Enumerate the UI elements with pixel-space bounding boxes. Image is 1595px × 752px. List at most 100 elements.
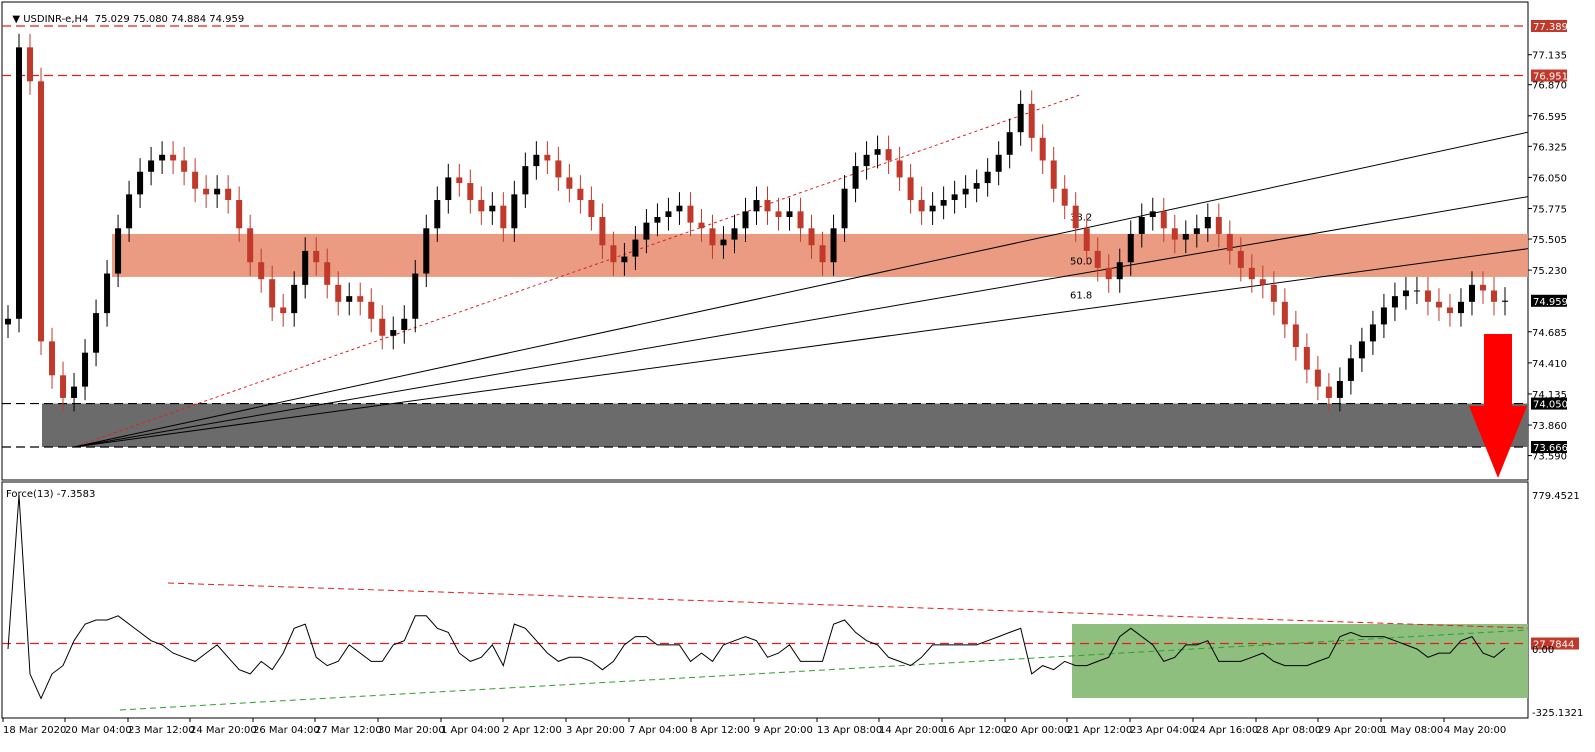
candle-body [1050, 160, 1057, 189]
candle-body [1502, 300, 1508, 302]
candle-body [731, 228, 738, 240]
candle-body [1127, 233, 1134, 263]
price-marker-box [1531, 441, 1567, 453]
candle-body [654, 216, 661, 223]
candle-body [808, 228, 815, 246]
price-marker-label: 77.389 [1533, 22, 1568, 33]
candle-body [126, 194, 133, 229]
time-tick-label: 8 Apr 12:00 [691, 725, 750, 736]
collapse-triangle-icon[interactable]: ▼ [12, 14, 24, 25]
candle-body [918, 200, 925, 212]
candle-body [1490, 290, 1497, 302]
price-marker-box [1531, 397, 1567, 410]
time-tick-label: 24 Mar 20:00 [190, 725, 257, 736]
candle-body [302, 250, 309, 285]
candle-body [390, 330, 397, 336]
candle-body [1083, 228, 1090, 251]
candle-body [1171, 228, 1178, 240]
candle-body [632, 239, 639, 257]
candle-body [566, 177, 573, 189]
force-tick-label: 779.4521 [1532, 491, 1580, 502]
candle-body [1061, 188, 1068, 206]
candle-body [665, 211, 672, 217]
candle-body [489, 205, 496, 212]
symbol-header: ▼ USDINR-e,H4 75.029 75.080 74.884 74.95… [6, 3, 244, 25]
candle-body [610, 245, 617, 263]
candle-body [1391, 296, 1398, 308]
indicator-pane-frame [1, 481, 1529, 719]
candle-body [456, 177, 463, 184]
candle-body [1303, 347, 1310, 370]
candle-body [1226, 233, 1233, 251]
candle-body [1380, 307, 1387, 325]
candle-body [555, 160, 562, 178]
time-tick-label: 24 Apr 16:00 [1193, 725, 1258, 736]
candle-body [973, 183, 980, 189]
candle-body [1204, 216, 1211, 229]
bearish-arrow-icon [1469, 334, 1527, 478]
candle-body [467, 183, 474, 201]
candle-body [687, 205, 694, 223]
fib-label-2: 61.8 [1070, 290, 1092, 301]
candle-body [335, 284, 342, 302]
time-tick-label: 20 Mar 04:00 [65, 725, 132, 736]
candle-body [170, 154, 177, 161]
time-tick-label: 30 Mar 20:00 [378, 725, 445, 736]
candle-body [863, 154, 870, 167]
candle-body [775, 211, 782, 217]
candle-body [797, 211, 804, 229]
price-tick-label: 73.590 [1532, 452, 1567, 463]
candle-body [104, 273, 111, 314]
candle-body [82, 352, 89, 387]
candle-body [1457, 301, 1464, 314]
candle-body [1215, 216, 1222, 234]
candle-body [852, 166, 859, 189]
candle-body [929, 205, 936, 212]
candle-body [38, 81, 45, 342]
candle-body [995, 154, 1002, 172]
force-zone [1072, 624, 1528, 698]
candle-body [16, 47, 23, 319]
fib-base-line [73, 94, 1081, 448]
candle-body [423, 228, 430, 274]
candle-body [1006, 132, 1013, 155]
candle-body [1358, 341, 1365, 359]
candle-body [324, 262, 331, 285]
candle-body [764, 200, 771, 212]
candle-body [1446, 307, 1453, 314]
candle-body [203, 188, 210, 195]
price-marker-box [1531, 69, 1567, 82]
candle-body [1116, 262, 1123, 280]
candle-body [368, 301, 375, 319]
candle-body [940, 200, 947, 206]
candle-body [1138, 216, 1145, 234]
candle-body [1105, 267, 1112, 280]
candle-body [148, 160, 155, 172]
time-tick-label: 18 Mar 2020 [3, 725, 66, 736]
candle-body [720, 239, 727, 246]
candle-body [885, 149, 892, 161]
candle-body [1402, 290, 1409, 297]
candle-body [1347, 358, 1354, 381]
candle-body [874, 149, 881, 155]
candle-body [951, 194, 958, 201]
candle-body [445, 177, 452, 201]
force-index-line [7, 495, 1506, 700]
time-tick-label: 26 Mar 04:00 [253, 725, 320, 736]
time-tick-label: 9 Apr 20:00 [754, 725, 813, 736]
force-marker-box [1531, 637, 1579, 650]
force-tick-label: -325.1321 [1532, 708, 1583, 719]
price-marker-label: 73.666 [1533, 443, 1568, 454]
price-tick-label: 76.325 [1532, 142, 1567, 153]
force-marker-label: 27.7844 [1533, 640, 1574, 651]
candle-body [544, 154, 551, 161]
candle-body [962, 188, 969, 195]
price-marker-box [1531, 20, 1567, 32]
price-tick-label: 74.135 [1532, 390, 1567, 401]
price-tick-label: 74.410 [1532, 359, 1567, 370]
candle-body [1325, 386, 1332, 398]
price-tick-label: 77.135 [1532, 51, 1567, 62]
candle-body [984, 171, 991, 184]
candle-body [786, 211, 793, 217]
